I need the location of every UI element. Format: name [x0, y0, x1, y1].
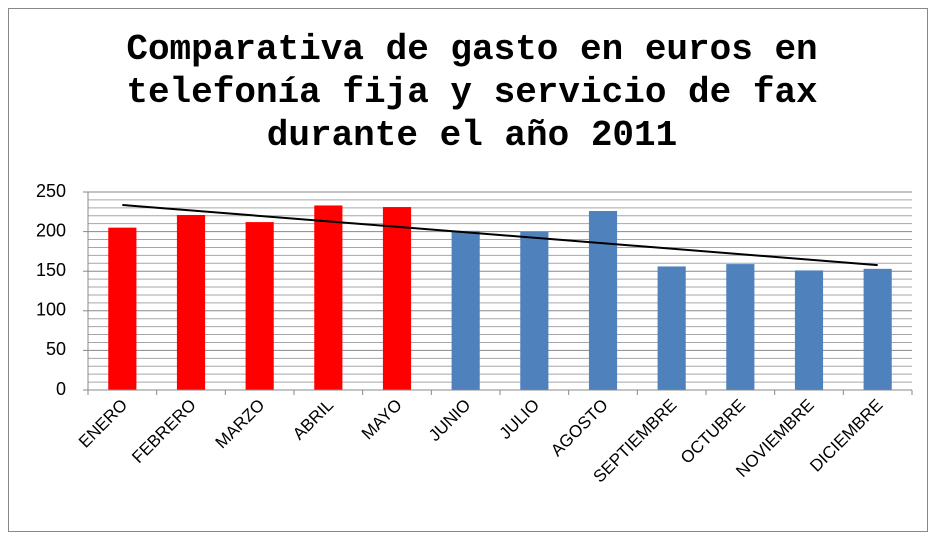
x-tick-label: MAYO: [358, 395, 406, 443]
bar: [657, 266, 686, 390]
bar: [382, 207, 412, 390]
bar: [794, 270, 824, 390]
x-tick-label: JUNIO: [425, 395, 474, 444]
x-tick-label: OCTUBRE: [677, 395, 749, 467]
x-tick-label: MARZO: [212, 395, 269, 452]
x-tick-label: FEBRERO: [128, 395, 200, 467]
bar: [176, 214, 206, 390]
y-tick-label: 50: [46, 339, 66, 359]
y-tick-label: 200: [36, 220, 66, 240]
x-tick-label: ENERO: [75, 395, 131, 451]
x-tick-label: JULIO: [496, 395, 544, 443]
x-tick-label: ABRIL: [289, 395, 337, 443]
trend-line: [122, 203, 878, 267]
bar: [245, 222, 274, 390]
chart-title: Comparativa de gasto en euros en telefon…: [126, 29, 818, 156]
y-tick-label: 100: [36, 300, 66, 320]
y-tick-label: 0: [56, 379, 66, 399]
y-tick-label: 250: [36, 181, 66, 201]
bar: [108, 227, 137, 390]
bar: [520, 231, 549, 390]
chart-border: [8, 8, 928, 532]
bar: [588, 211, 618, 390]
y-tick-label: 150: [36, 260, 66, 280]
bar: [863, 268, 892, 390]
bar: [451, 230, 480, 390]
x-tick-label: AGOSTO: [547, 395, 612, 460]
x-tick-label: DICIEMBRE: [806, 395, 886, 475]
bar: [314, 205, 343, 390]
bar: [726, 264, 755, 390]
